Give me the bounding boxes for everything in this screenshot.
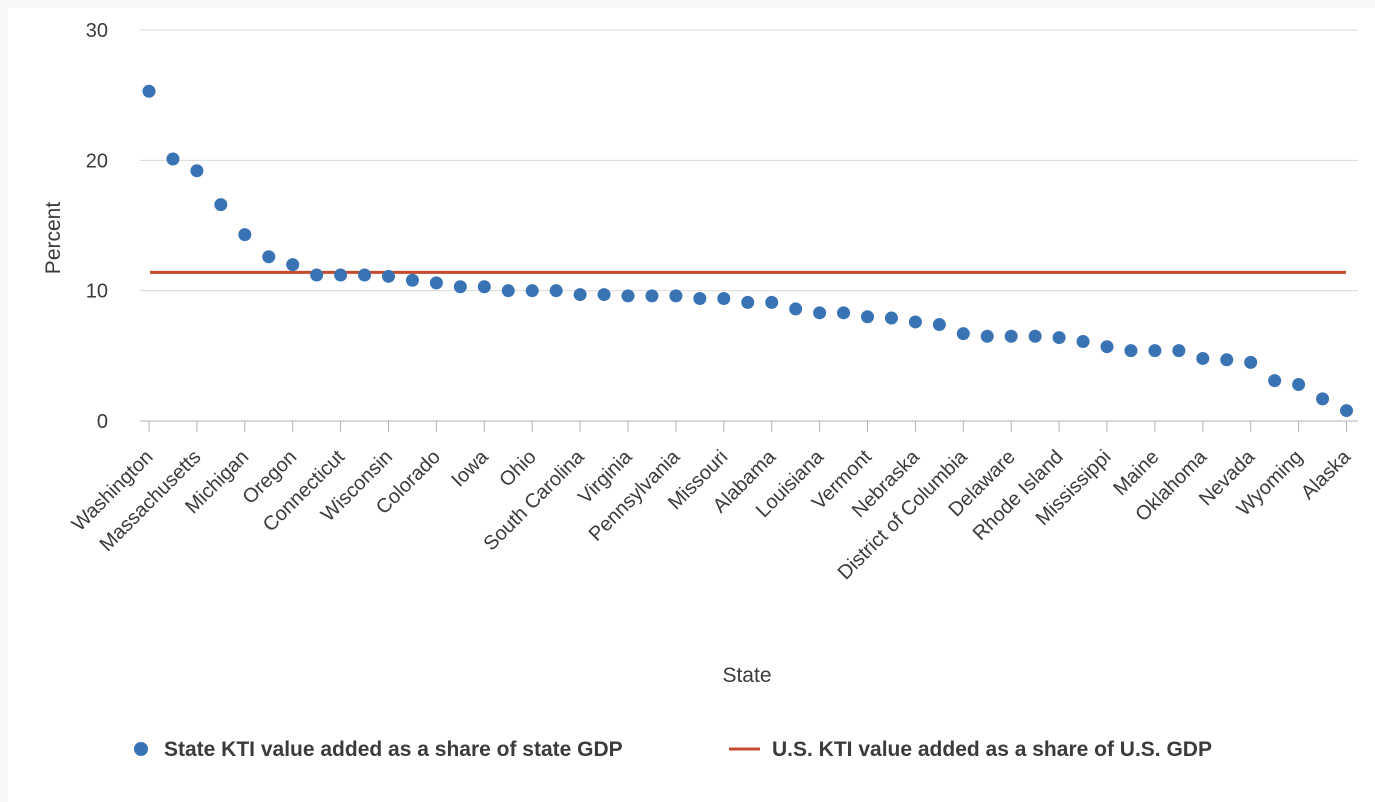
y-tick-label-20: 20 bbox=[86, 150, 108, 172]
state-data-point bbox=[1076, 334, 1090, 348]
state-data-point bbox=[932, 318, 946, 332]
x-tick-label: Alaska bbox=[1297, 445, 1356, 504]
state-data-point bbox=[1268, 374, 1282, 388]
state-data-point bbox=[693, 291, 707, 305]
state-data-point bbox=[190, 164, 204, 178]
state-data-point bbox=[597, 288, 611, 302]
y-tick-label-10: 10 bbox=[86, 281, 108, 303]
state-data-point bbox=[262, 250, 276, 264]
chart-card: 0 10 20 30 Washington Massachusetts Michigan O… bbox=[8, 8, 1375, 802]
gridlines bbox=[140, 29, 1358, 292]
state-data-point bbox=[669, 289, 683, 303]
legend-label-state-points: State KTI value added as a share of stat… bbox=[164, 738, 623, 761]
state-data-point bbox=[1028, 329, 1042, 343]
state-data-point bbox=[789, 302, 803, 316]
y-axis-title: Percent bbox=[42, 202, 65, 275]
state-data-point bbox=[405, 273, 419, 287]
state-data-point bbox=[310, 268, 324, 282]
chart-canvas: 0 10 20 30 WashingtonMassachusettsMichiganO… bbox=[42, 20, 1358, 761]
state-data-point bbox=[1292, 378, 1306, 392]
state-data-point bbox=[621, 289, 635, 303]
state-data-point bbox=[286, 258, 300, 272]
state-data-point bbox=[1004, 329, 1018, 343]
state-data-point bbox=[238, 228, 252, 242]
state-data-point bbox=[573, 288, 587, 302]
legend-label-us-line: U.S. KTI value added as a share of U.S. … bbox=[772, 738, 1212, 761]
state-data-point bbox=[477, 280, 491, 294]
y-axis-tick-labels: 0 10 20 30 bbox=[86, 20, 108, 433]
legend-marker-state-points bbox=[134, 742, 148, 756]
state-data-point bbox=[1100, 340, 1114, 354]
state-data-point bbox=[1172, 344, 1186, 358]
state-data-point bbox=[1124, 344, 1138, 358]
state-data-point bbox=[1220, 353, 1234, 367]
state-data-point bbox=[382, 269, 395, 283]
state-data-point bbox=[741, 295, 755, 309]
state-data-point bbox=[549, 284, 563, 298]
legend: State KTI value added as a share of stat… bbox=[134, 738, 1212, 761]
state-data-point bbox=[908, 315, 922, 329]
state-data-point bbox=[813, 306, 827, 320]
state-data-point bbox=[1340, 404, 1353, 418]
y-tick-label-0: 0 bbox=[97, 411, 108, 433]
state-data-point bbox=[429, 276, 443, 290]
y-tick-label-30: 30 bbox=[86, 20, 108, 42]
state-data-point bbox=[861, 310, 874, 324]
state-data-point bbox=[645, 289, 659, 303]
state-data-point bbox=[453, 280, 467, 294]
x-tick-label: Iowa bbox=[447, 445, 493, 491]
state-data-point bbox=[525, 284, 539, 298]
state-data-point bbox=[884, 311, 898, 325]
state-points-layer bbox=[142, 84, 1353, 418]
state-data-point bbox=[956, 327, 970, 341]
state-data-point bbox=[837, 306, 851, 320]
state-data-point bbox=[980, 329, 994, 343]
state-data-point bbox=[334, 268, 348, 282]
state-data-point bbox=[501, 284, 515, 298]
x-axis: WashingtonMassachusettsMichiganOregonCon… bbox=[68, 420, 1358, 584]
state-data-point bbox=[166, 152, 180, 166]
state-data-point bbox=[1316, 392, 1330, 406]
state-data-point bbox=[765, 295, 779, 309]
state-data-point bbox=[1148, 344, 1162, 358]
state-data-point bbox=[1244, 355, 1258, 369]
state-data-point bbox=[717, 291, 731, 305]
state-data-point bbox=[358, 268, 372, 282]
state-data-point bbox=[142, 84, 156, 98]
state-data-point bbox=[214, 198, 228, 212]
x-axis-title: State bbox=[722, 664, 771, 687]
state-data-point bbox=[1196, 351, 1210, 365]
state-data-point bbox=[1052, 331, 1066, 345]
